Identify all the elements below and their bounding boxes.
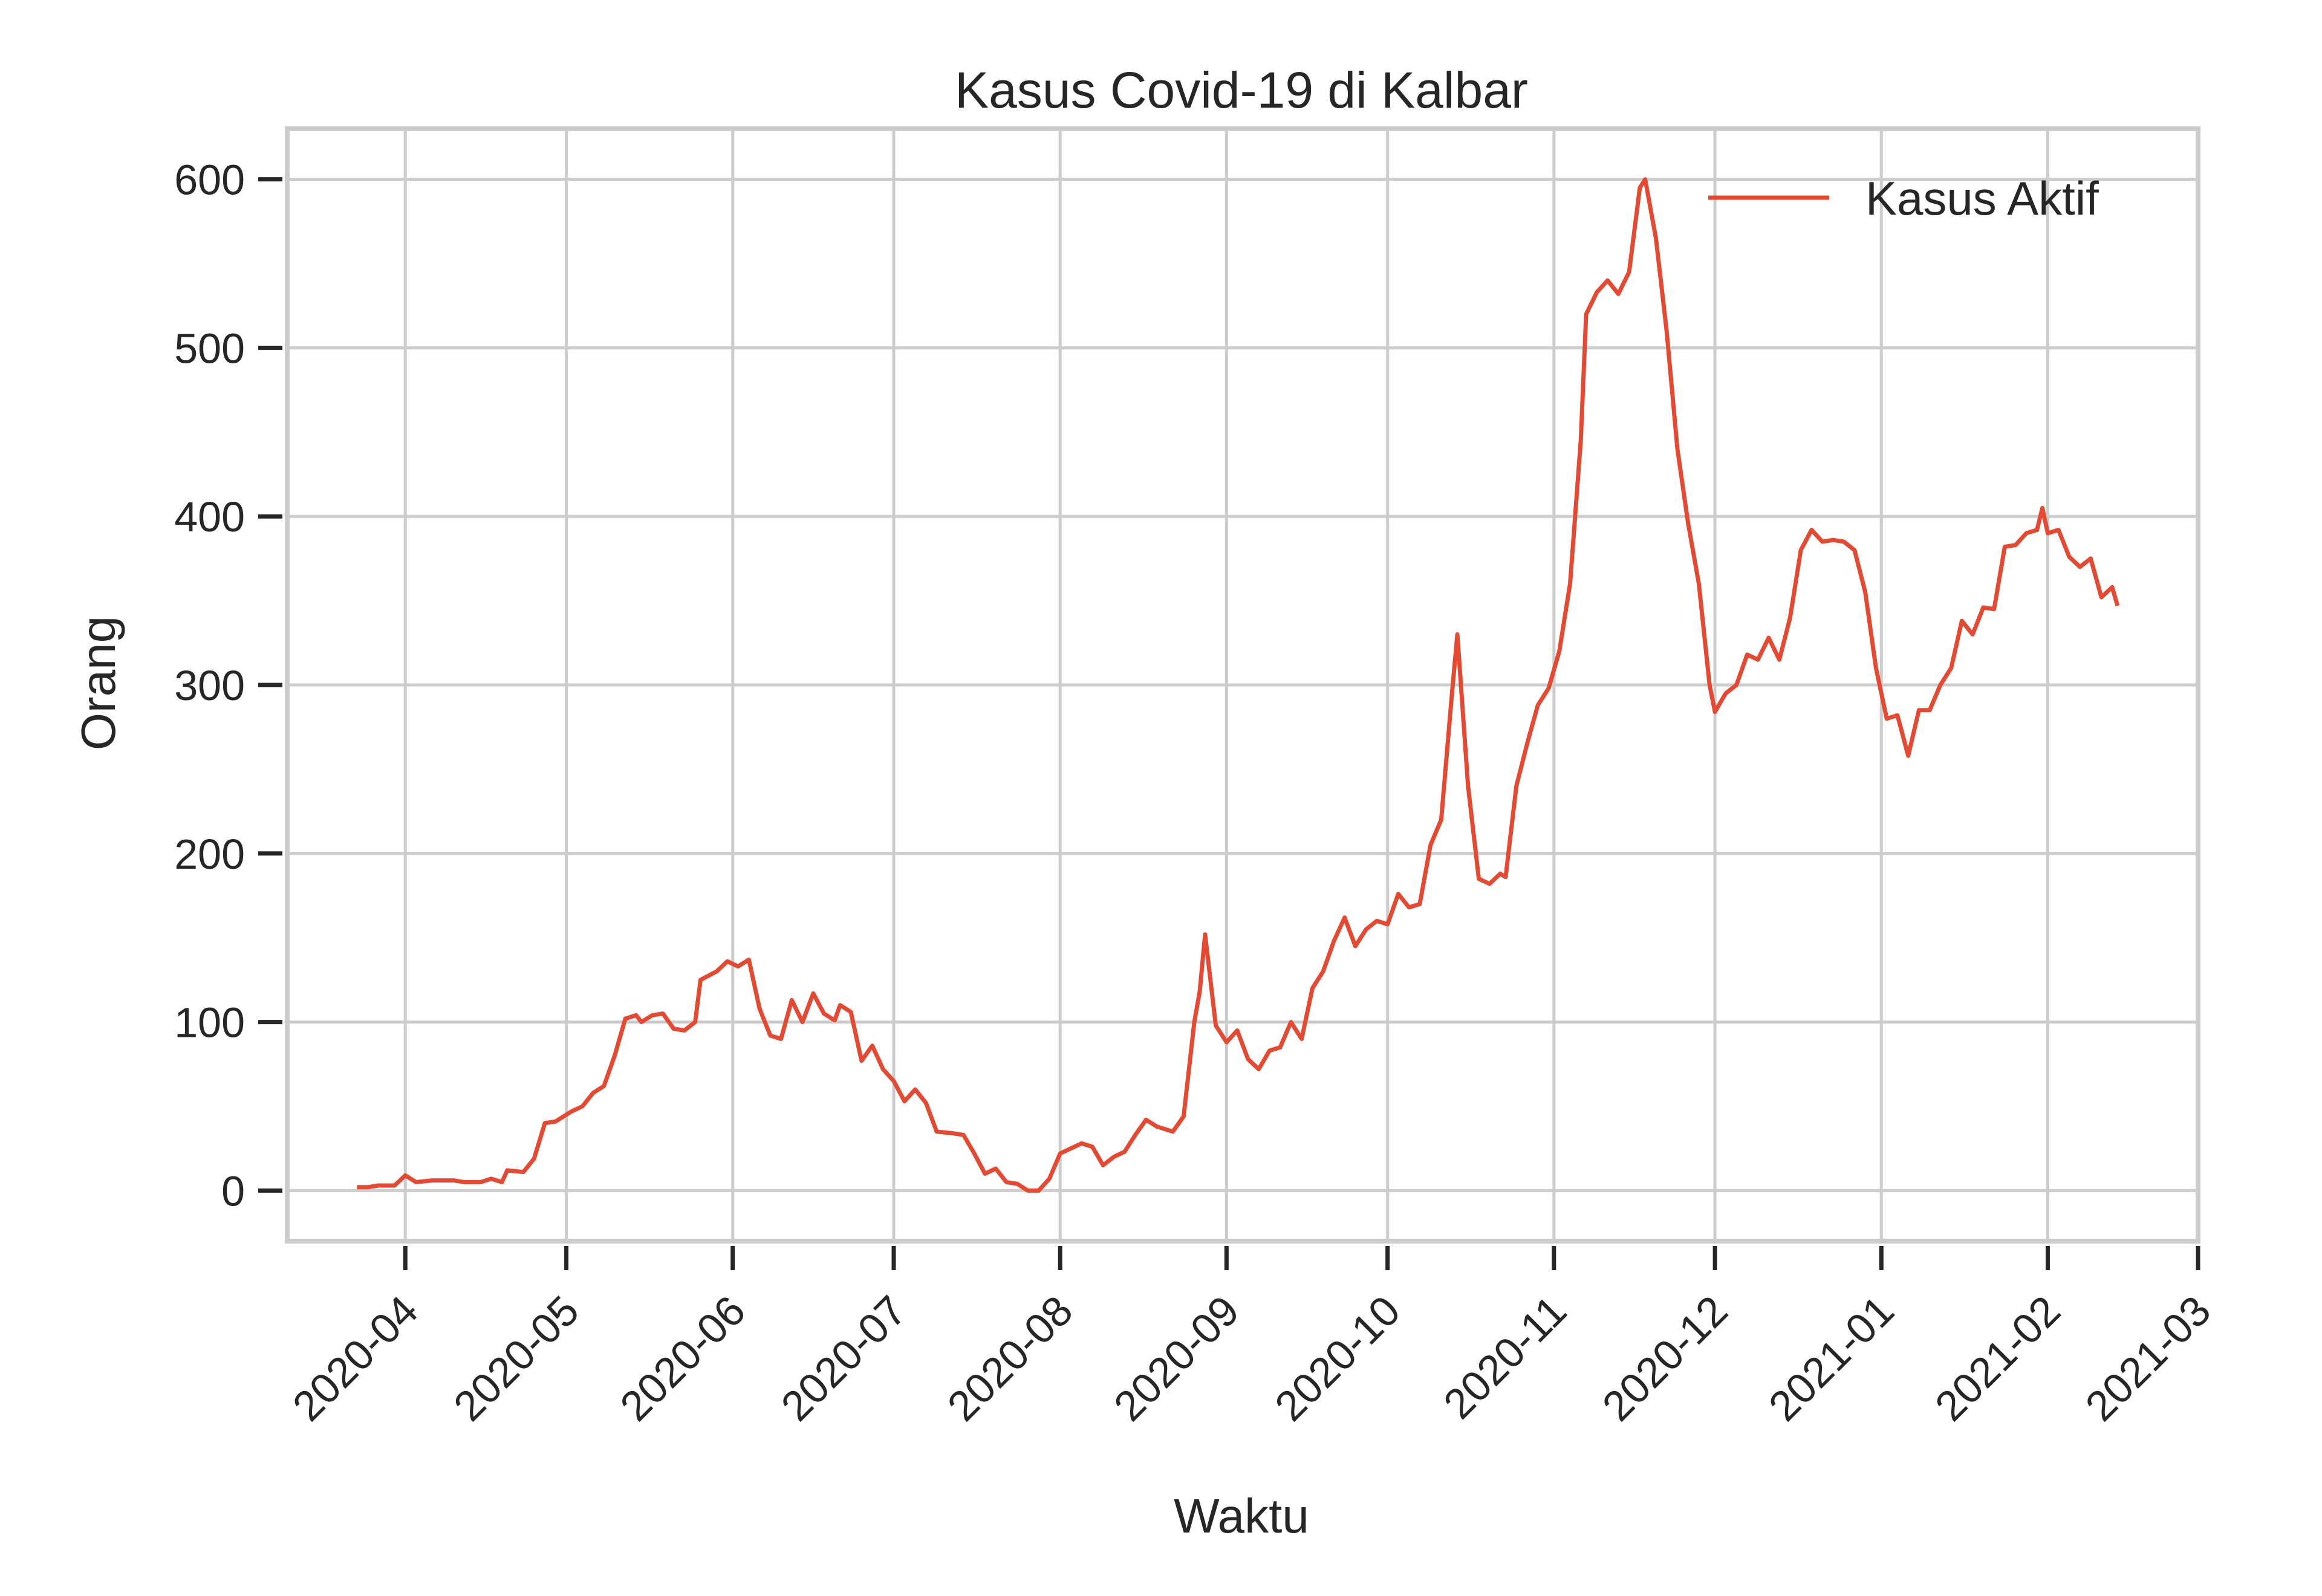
series-line-kasus-aktif [357, 177, 2120, 1193]
y-tick-label: 0 [221, 1167, 245, 1215]
y-tick-label: 100 [174, 999, 245, 1046]
legend-label: Kasus Aktif [1865, 172, 2099, 225]
y-tick-label: 300 [174, 662, 245, 709]
y-tick-label: 500 [174, 325, 245, 372]
y-tick-label: 400 [174, 493, 245, 540]
series-lines [357, 177, 2120, 1193]
plot-frame [285, 126, 2200, 1244]
y-axis-ticks: 0 100 200 300 400 500 600 [174, 157, 282, 1215]
x-axis-label: Waktu [1174, 1489, 1309, 1543]
chart-title: Kasus Covid-19 di Kalbar [955, 62, 1528, 118]
legend: Kasus Aktif [1708, 172, 2099, 225]
y-tick-label: 600 [174, 157, 245, 204]
y-tick-label: 200 [174, 831, 245, 878]
y-axis-label: Orang [71, 616, 125, 750]
